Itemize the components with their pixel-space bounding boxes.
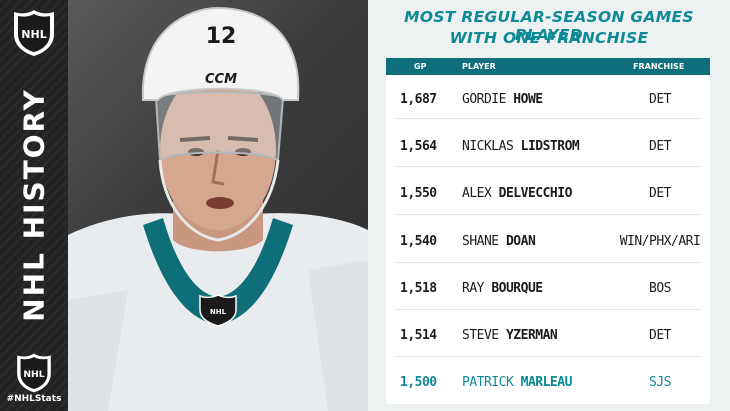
column-header-player: PLAYER [462,62,496,71]
player-last-name: DOAN [505,234,536,249]
player-last-name: DELVECCHIO [498,186,573,201]
table-row: 1,518 RAY BOURQUE BOS [386,273,710,303]
games-played: 1,564 [400,139,437,154]
stats-panel: MOST REGULAR-SEASON GAMES PLAYED WITH ON… [368,0,730,411]
games-played: 1,500 [400,375,437,390]
franchise: WIN/PHX/ARI [619,234,701,249]
row-divider [394,214,702,215]
player-first-name: GORDIE [462,92,506,107]
player-name: ALEX DELVECCHIO [462,186,572,201]
franchise: DET [649,92,671,107]
row-divider [394,262,702,263]
player-last-name: LIDSTROM [520,139,580,154]
vertical-title: NHL HISTORY [17,88,51,322]
nhl-logo-icon: NHL [17,353,51,393]
table-row-highlighted: 1,500 PATRICK MARLEAU SJS [386,367,710,397]
column-header-franchise: FRANCHISE [633,62,685,71]
player-last-name: YZERMAN [505,328,558,343]
nhl-logo-icon: NHL [14,10,54,56]
hashtag: #NHLStats [6,394,62,404]
table-row: 1,540 SHANE DOAN WIN/PHX/ARI [386,226,710,256]
table-header: GP PLAYER FRANCHISE [386,58,710,75]
panel-title-line2: WITH ONE FRANCHISE [449,29,649,47]
games-played: 1,514 [400,328,437,343]
row-divider [394,356,702,357]
helmet-brand: CCM [205,72,237,87]
franchise: SJS [649,375,671,390]
player-last-name: HOWE [513,92,543,107]
svg-text:NHL: NHL [21,28,46,41]
player-photo: 12 CCM NHL [68,0,368,411]
player-name: RAY BOURQUE [462,281,543,296]
row-divider [394,166,702,167]
player-first-name: SHANE [462,234,499,249]
player-first-name: PATRICK [462,375,514,390]
franchise: DET [649,139,671,154]
table-row: 1,550 ALEX DELVECCHIO DET [386,178,710,208]
franchise: DET [649,186,671,201]
player-last-name: MARLEAU [520,375,573,390]
player-first-name: ALEX [462,186,492,201]
player-name: SHANE DOAN [462,234,536,249]
franchise: BOS [649,281,671,296]
games-played: 1,687 [400,92,437,107]
player-name: PATRICK MARLEAU [462,375,572,390]
games-played: 1,518 [400,281,437,296]
player-last-name: BOURQUE [491,281,543,296]
row-divider [394,118,702,119]
player-name: STEVE YZERMAN [462,328,558,343]
table-row: 1,687 GORDIE HOWE DET [386,84,710,114]
player-name: GORDIE HOWE [462,92,543,107]
player-illustration: 12 CCM NHL [68,6,368,411]
games-played: 1,540 [400,234,437,249]
franchise: DET [649,328,671,343]
player-name: NICKLAS LIDSTROM [462,139,580,154]
player-first-name: NICKLAS [462,139,514,154]
svg-text:NHL: NHL [23,369,44,380]
player-first-name: STEVE [462,328,499,343]
games-played: 1,550 [400,186,437,201]
panel-title-line1: MOST REGULAR-SEASON GAMES PLAYED [404,8,694,44]
table-row: 1,514 STEVE YZERMAN DET [386,320,710,350]
jersey-logo: NHL [210,308,227,316]
table-row: 1,564 NICKLAS LIDSTROM DET [386,131,710,161]
helmet-number: 12 [206,24,237,49]
player-first-name: RAY [462,281,484,296]
stats-table: GP PLAYER FRANCHISE 1,687 GORDIE HOWE DE… [386,58,710,404]
column-header-gp: GP [414,62,427,71]
row-divider [394,309,702,310]
sidebar: NHL NHL HISTORY NHL #NHLStats [0,0,68,411]
